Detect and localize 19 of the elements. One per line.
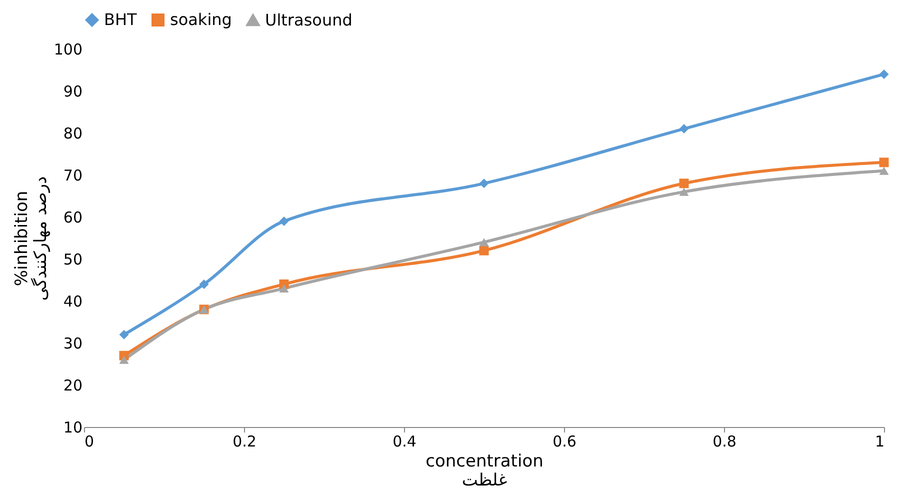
legend-label: BHT bbox=[104, 10, 138, 29]
y-tick-label: 60 bbox=[63, 208, 82, 226]
y-tick-label: 80 bbox=[63, 124, 82, 142]
x-tick-label: 0.4 bbox=[392, 432, 416, 450]
y-tick-label: 50 bbox=[63, 250, 82, 268]
x-tick-label: 0.2 bbox=[232, 432, 256, 450]
x-tick-label: 1 bbox=[874, 432, 884, 450]
legend-label: Ultrasound bbox=[265, 10, 352, 30]
x-tick-label: 0.8 bbox=[712, 432, 736, 450]
y-tick-label: 20 bbox=[63, 376, 82, 394]
y-tick-label: 90 bbox=[63, 82, 82, 100]
y-tick-label: 10 bbox=[63, 418, 82, 436]
y-tick-label: 70 bbox=[63, 166, 82, 184]
y-tick-label: 40 bbox=[63, 292, 82, 310]
y-tick-label: 30 bbox=[63, 334, 82, 352]
x-tick-label: 0.6 bbox=[552, 432, 576, 450]
legend-label: soaking bbox=[170, 10, 232, 29]
y-tick-label: 100 bbox=[54, 40, 82, 58]
x-tick-label: 0 bbox=[84, 432, 94, 450]
